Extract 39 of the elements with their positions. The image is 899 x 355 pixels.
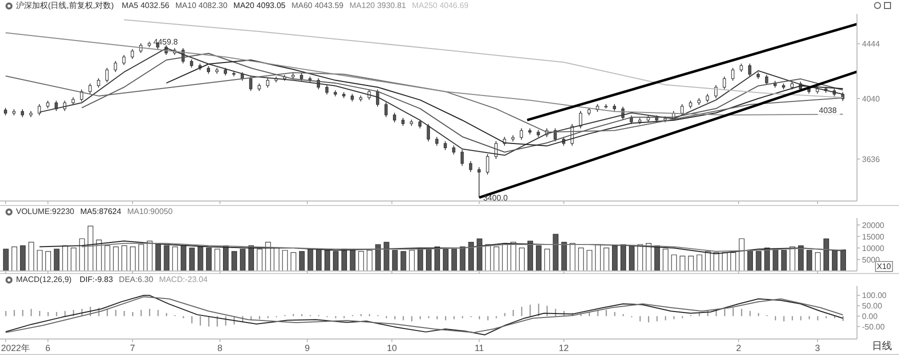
text: MA5 4032.56 bbox=[122, 1, 170, 10]
text: X10 bbox=[874, 261, 893, 272]
text: 日线 bbox=[871, 339, 893, 353]
text: MA250 4046.69 bbox=[412, 1, 469, 10]
x-tick-label: 12 bbox=[558, 343, 569, 353]
x-tick-label: 6 bbox=[45, 343, 50, 353]
x-tick-label: 3 bbox=[815, 343, 820, 353]
text: MA10 4082.30 bbox=[175, 1, 228, 10]
y-tick-label: 10000 bbox=[862, 244, 885, 253]
chart-title: MACD(12,26,9) bbox=[16, 275, 72, 284]
y-tick-label: 100.00 bbox=[862, 291, 888, 300]
text: DIF:-9.83 bbox=[80, 275, 113, 284]
x-tick-label: 8 bbox=[217, 343, 222, 353]
series-label: DEA:6.30 bbox=[118, 275, 154, 284]
x-tick-label: 10 bbox=[386, 343, 397, 353]
text: MA60 4043.59 bbox=[291, 1, 344, 10]
y-tick-label: 20000 bbox=[862, 220, 885, 230]
x-tick-label: 2 bbox=[736, 343, 742, 353]
x-tick-label: 2022年 bbox=[1, 343, 30, 353]
text: MA20 4093.05 bbox=[233, 1, 286, 10]
text: VOLUME:92230 bbox=[16, 207, 74, 216]
chart-title: 沪深加权(日线,前复权,对数) bbox=[16, 1, 114, 10]
y-tick-label: 3636 bbox=[862, 154, 880, 164]
y-tick-label: -50.00 bbox=[862, 322, 886, 332]
y-tick-label: 50.00 bbox=[862, 302, 883, 311]
text: MA5:87624 bbox=[80, 207, 122, 216]
annotation: 3400.0 bbox=[483, 194, 508, 203]
y-tick-label: 4444 bbox=[862, 40, 880, 49]
y-tick-label: 0.00 bbox=[862, 312, 878, 321]
text: MACD:-23.04 bbox=[159, 275, 208, 284]
x-tick-label: 11 bbox=[474, 343, 484, 353]
y-tick-label: 4040 bbox=[862, 94, 880, 104]
text: MA10:90050 bbox=[127, 207, 173, 216]
x-tick-label: 9 bbox=[304, 343, 310, 353]
x-tick-label: 7 bbox=[130, 343, 136, 353]
annotation: 4459.8 bbox=[153, 38, 178, 47]
text: MA120 3930.81 bbox=[350, 1, 406, 10]
annotation: 4038 bbox=[818, 106, 838, 115]
y-tick-label: 15000 bbox=[862, 232, 885, 242]
